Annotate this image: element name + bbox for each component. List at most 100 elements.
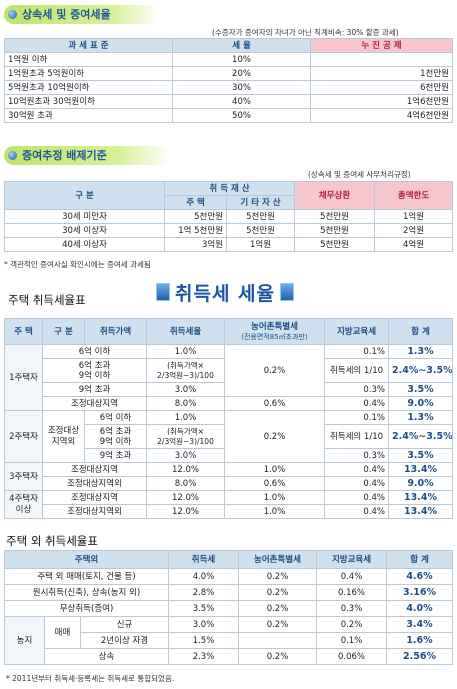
group-label-line: 4주택자: [9, 493, 38, 504]
total-cell: 1.3%: [388, 410, 453, 425]
group-one-house: 1주택자: [4, 344, 43, 411]
header-acquisition-price: 취득가액: [84, 318, 147, 345]
total-cell: 1.6%: [386, 632, 453, 649]
table-row: 1억원초과 5억원이하 20% 1천만원: [4, 66, 453, 81]
age-cell: 40세 이상자: [4, 237, 165, 252]
total-limit-cell: 1억원: [374, 209, 454, 224]
sub-label-line: 지역외: [51, 436, 76, 447]
rate-cell: 8.0%: [146, 396, 225, 411]
age-cell: 30세 미만자: [4, 209, 165, 224]
rate-cell: 50%: [172, 108, 311, 123]
header-category: 구 분: [4, 181, 165, 210]
table-row: 조정대상지역 8.0% 0.6% 0.4% 9.0%: [5, 396, 453, 411]
table-row: 30억원 초과 50% 4억6천만원: [4, 108, 453, 123]
header-rural-label: 농어촌특별세: [251, 321, 298, 332]
rural-tax-cell: 0.2%: [238, 616, 317, 633]
price-cell: 조정대상지역외: [42, 476, 147, 491]
rate-cell: 30%: [172, 80, 311, 95]
rate-cell: 12.0%: [146, 504, 225, 519]
table-row: 상속 2.3% 0.2% 0.06% 2.56%: [5, 648, 453, 665]
formula-line: (취득가액×: [167, 360, 204, 370]
rate-cell: 20%: [172, 66, 311, 81]
house-acquisition-tax-table: 주 택 구 분 취득가액 취득세율 농어촌특별세 (전용면적85㎡초과만) 지방…: [4, 318, 453, 519]
rural-tax-cell: 1.0%: [224, 490, 325, 505]
edu-tax-cell: 0.4%: [316, 568, 387, 585]
other-assets-cell: 5천만원: [225, 209, 296, 224]
rural-tax-cell: 0.6%: [224, 396, 325, 411]
item-cell: 상속: [44, 648, 169, 665]
header-total: 합 계: [386, 550, 453, 569]
rate-cell: 3.0%: [146, 382, 225, 397]
rate-formula-cell: (취득가액× 2/3억원−3)/100: [146, 358, 225, 383]
bullet-icon: [8, 151, 17, 160]
acq-tax-cell: 3.5%: [168, 600, 239, 617]
debt-cell: 5천만원: [294, 237, 376, 252]
total-cell: 13.4%: [388, 490, 453, 505]
table-row: 2년이상 자경 1.5% 0.1% 1.6%: [5, 632, 453, 649]
price-cell: 조정대상지역외: [42, 504, 147, 519]
table-row: 30세 미만자 5천만원 5천만원 5천만원 1억원: [4, 209, 454, 224]
other-assets-cell: 1억원: [225, 237, 296, 252]
other-assets-cell: 5천만원: [225, 223, 296, 238]
edu-tax-cell: 0.1%: [324, 344, 389, 359]
header-rural-sublabel: (전용면적85㎡초과만): [241, 332, 308, 341]
tax-base-cell: 10억원초과 30억원이하: [4, 94, 173, 109]
tax-base-cell: 1억원 이하: [4, 52, 173, 67]
rural-tax-cell: 0.2%: [238, 568, 317, 585]
rate-cell: 12.0%: [146, 462, 225, 477]
edu-tax-cell: 0.4%: [324, 396, 389, 411]
header-education-tax: 지방교육세: [316, 550, 387, 569]
house-cell: 3억원: [164, 237, 227, 252]
table-row: 40세 이상자 3억원 1억원 5천만원 4억원: [4, 237, 454, 252]
group-four-plus-house: 4주택자 이상: [4, 490, 43, 519]
sub-label-line: 조정대상: [47, 425, 80, 436]
edu-tax-cell: 0.16%: [316, 584, 387, 601]
table-row: 1주택자 6억 이하 1.0% 0.2% 0.1% 1.3%: [4, 344, 453, 411]
header-rural-special-tax: 농어촌특별세 (전용면적85㎡초과만): [224, 318, 325, 345]
formula-line: 2/3억원−3)/100: [157, 370, 214, 380]
total-cell: 4.0%: [386, 600, 453, 617]
total-cell: 9.0%: [388, 476, 453, 491]
total-limit-cell: 2억원: [374, 223, 454, 238]
edu-tax-cell: 0.4%: [324, 462, 389, 477]
price-cell: 9억 초과: [42, 382, 147, 397]
header-rate: 세 율: [172, 38, 311, 53]
rate-cell: 8.0%: [146, 476, 225, 491]
table-row: 3주택자 조정대상지역 12.0% 1.0% 0.4% 13.4%: [4, 462, 453, 491]
bullet-icon: [8, 10, 17, 19]
non-house-acquisition-tax-table: 주택외 취득세 농어촌특별세 지방교육세 합 계 주택 외 매매(토지, 건물 …: [4, 550, 453, 665]
rural-tax-cell: 1.0%: [224, 504, 325, 519]
header-house: 주 택: [164, 195, 227, 210]
price-cell: 6억 이하: [42, 344, 147, 359]
header-acquired-assets: 취 득 재 산: [163, 181, 296, 196]
total-cell: 1.3%: [388, 344, 453, 359]
formula-line: 2/3억원−3)/100: [157, 436, 214, 446]
total-cell: 2.4%∼3.5%: [388, 424, 453, 449]
header-tax-base: 과 세 표 준: [4, 38, 173, 53]
header-rural-special-tax: 농어촌특별세: [238, 550, 317, 569]
rate-cell: 1.0%: [146, 410, 225, 425]
rural-tax-cell: 0.6%: [224, 476, 325, 491]
rate-cell: 10%: [172, 52, 311, 67]
non-adjusted-area-label: 조정대상 지역외: [42, 410, 85, 463]
total-cell: 2.56%: [386, 648, 453, 665]
gift-presumption-table: 구 분 취 득 재 산 채무상환 총액한도 주 택 기 타 자 산 30세 미만…: [4, 181, 454, 252]
table-row: 조정대상지역외 8.0% 0.6% 0.4% 9.0%: [5, 476, 453, 491]
price-cell: 조정대상지역: [42, 462, 147, 477]
regulation-note: (상속세 및 증여세 사무처리규정): [308, 170, 411, 179]
banner-title: 취득세 세율: [174, 282, 275, 305]
house-acquisition-table-title: 주택 취득세율표: [8, 293, 86, 307]
header-total: 합 계: [388, 318, 453, 345]
table-row: 무상취득(증여) 3.5% 0.2% 0.3% 4.0%: [4, 600, 453, 617]
price-cell: 조정대상지역: [42, 490, 147, 505]
edu-tax-cell: 0.4%: [324, 504, 389, 519]
edu-tax-cell: 취득세의 1/10: [324, 358, 389, 383]
header-acquisition-rate: 취득세율: [146, 318, 225, 345]
edu-tax-cell: 0.06%: [316, 648, 387, 665]
header-education-tax: 지방교육세: [324, 318, 389, 345]
price-line: 9억 이하: [99, 436, 132, 447]
deduction-cell: [310, 52, 453, 67]
table-row: 30세 이상자 1억 5천만원 5천만원 5천만원 2억원: [4, 223, 454, 238]
rural-tax-cell: 1.0%: [224, 462, 325, 477]
item-cell: 2년이상 자경: [80, 632, 169, 649]
